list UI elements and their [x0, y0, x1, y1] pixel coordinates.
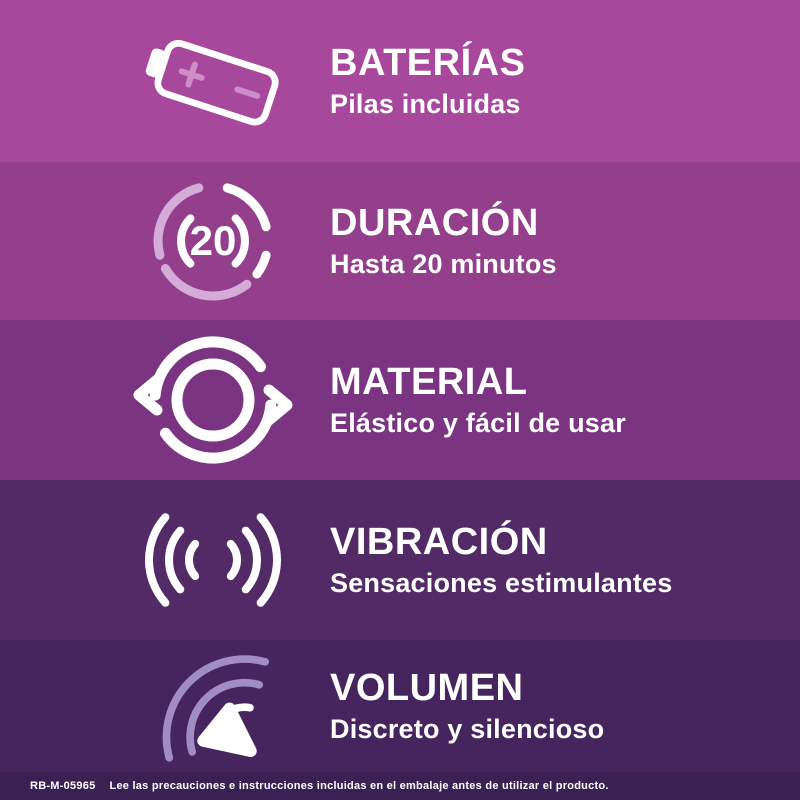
- feature-title: VOLUMEN: [330, 666, 524, 709]
- feature-text-duracion: DURACIÓN Hasta 20 minutos: [330, 201, 557, 279]
- feature-band-baterias: BATERÍAS Pilas incluidas: [0, 0, 800, 162]
- stretch-arrows-icon: [0, 334, 330, 466]
- precaution-notice: Lee las precauciones e instrucciones inc…: [109, 780, 609, 792]
- timer-badge-number: 20: [189, 217, 236, 264]
- feature-subtitle: Sensaciones estimulantes: [330, 567, 673, 598]
- speaker-volume-icon: [0, 644, 330, 768]
- feature-band-material: MATERIAL Elástico y fácil de usar: [0, 320, 800, 480]
- feature-text-vibracion: VIBRACIÓN Sensaciones estimulantes: [330, 520, 673, 598]
- feature-band-duracion: 20 DURACIÓN Hasta 20 minutos: [0, 162, 800, 320]
- feature-band-vibracion: VIBRACIÓN Sensaciones estimulantes: [0, 480, 800, 640]
- feature-subtitle: Hasta 20 minutos: [330, 248, 557, 279]
- feature-subtitle: Elástico y fácil de usar: [330, 407, 626, 438]
- feature-text-volumen: VOLUMEN Discreto y silencioso: [330, 666, 605, 744]
- feature-title: BATERÍAS: [330, 41, 526, 84]
- feature-text-baterias: BATERÍAS Pilas incluidas: [330, 41, 526, 119]
- feature-band-volumen: VOLUMEN Discreto y silencioso: [0, 640, 800, 772]
- feature-subtitle: Pilas incluidas: [330, 88, 521, 119]
- feature-title: VIBRACIÓN: [330, 520, 548, 563]
- feature-subtitle: Discreto y silencioso: [330, 713, 605, 744]
- product-code: RB-M-05965: [30, 780, 96, 792]
- vibration-waves-icon: [0, 504, 330, 616]
- feature-title: DURACIÓN: [330, 201, 539, 244]
- timer-20-icon: 20: [0, 177, 330, 305]
- battery-icon: [0, 29, 330, 134]
- feature-text-material: MATERIAL Elástico y fácil de usar: [330, 360, 626, 438]
- feature-title: MATERIAL: [330, 360, 528, 403]
- footer-disclaimer-bar: RB-M-05965 Lee las precauciones e instru…: [0, 772, 800, 800]
